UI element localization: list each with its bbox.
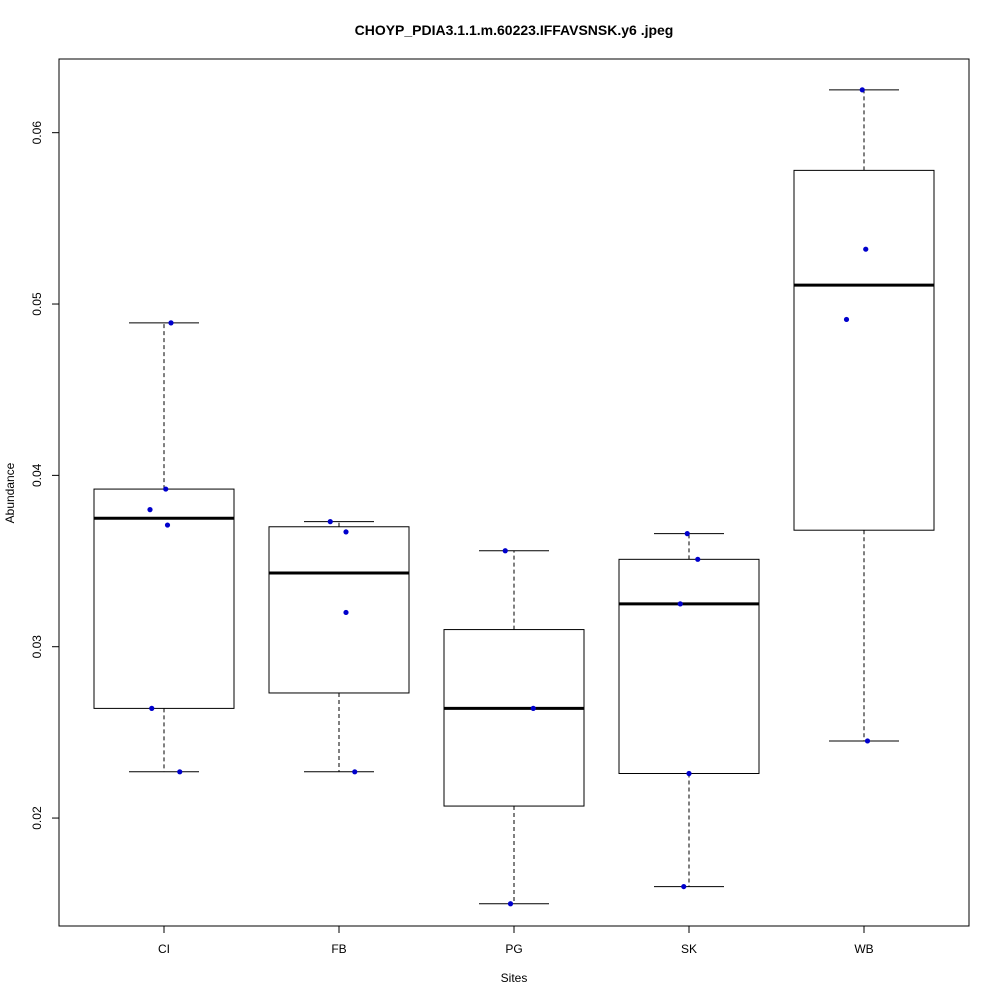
iqr-box bbox=[443, 629, 585, 807]
x-tick-label: SK bbox=[681, 942, 697, 956]
data-point-ci bbox=[177, 769, 183, 775]
data-point-ci bbox=[164, 522, 171, 528]
data-point-pg bbox=[530, 705, 536, 711]
data-point-wb bbox=[864, 738, 871, 744]
x-axis: CI FB PG SK WB bbox=[158, 925, 874, 956]
iqr-box bbox=[793, 169, 935, 531]
box-pg bbox=[443, 550, 585, 905]
x-tick-label: FB bbox=[331, 942, 346, 956]
y-tick-label: 0.02 bbox=[30, 806, 44, 830]
boxes bbox=[93, 89, 935, 905]
y-axis: 0.02 0.03 0.04 0.05 0.06 bbox=[30, 121, 60, 830]
data-point-sk bbox=[695, 556, 701, 562]
chart-title: CHOYP_PDIA3.1.1.m.60223.IFFAVSNSK.y6 .jp… bbox=[355, 22, 674, 38]
y-tick-label: 0.05 bbox=[30, 292, 44, 316]
y-tick-label: 0.06 bbox=[30, 121, 44, 145]
data-point-pg bbox=[502, 548, 508, 554]
x-tick-label: CI bbox=[158, 942, 170, 956]
data-point-ci bbox=[168, 320, 174, 326]
data-point-sk bbox=[686, 770, 692, 777]
data-point-pg bbox=[507, 901, 514, 907]
iqr-box bbox=[268, 526, 410, 694]
data-point-sk bbox=[684, 531, 690, 537]
x-tick-label: WB bbox=[854, 942, 873, 956]
data-point-ci bbox=[163, 486, 169, 492]
y-tick-label: 0.04 bbox=[30, 463, 44, 487]
data-point-ci bbox=[147, 507, 153, 513]
y-axis-label: Abundance bbox=[3, 462, 17, 523]
x-axis-label: Sites bbox=[501, 971, 528, 985]
data-point-sk bbox=[677, 601, 683, 607]
data-point-fb bbox=[327, 519, 333, 525]
data-point-wb bbox=[859, 87, 865, 93]
data-point-wb bbox=[843, 316, 850, 323]
x-tick-label: PG bbox=[505, 942, 522, 956]
data-point-fb bbox=[343, 529, 349, 535]
data-points bbox=[147, 87, 871, 907]
data-point-fb bbox=[352, 769, 358, 775]
data-point-wb bbox=[863, 246, 869, 252]
box-sk bbox=[618, 533, 760, 888]
box-fb bbox=[268, 521, 410, 773]
data-point-ci bbox=[149, 705, 155, 711]
y-tick-label: 0.03 bbox=[30, 635, 44, 659]
box-wb bbox=[793, 89, 935, 742]
data-point-fb bbox=[343, 609, 349, 616]
data-point-sk bbox=[681, 883, 687, 890]
